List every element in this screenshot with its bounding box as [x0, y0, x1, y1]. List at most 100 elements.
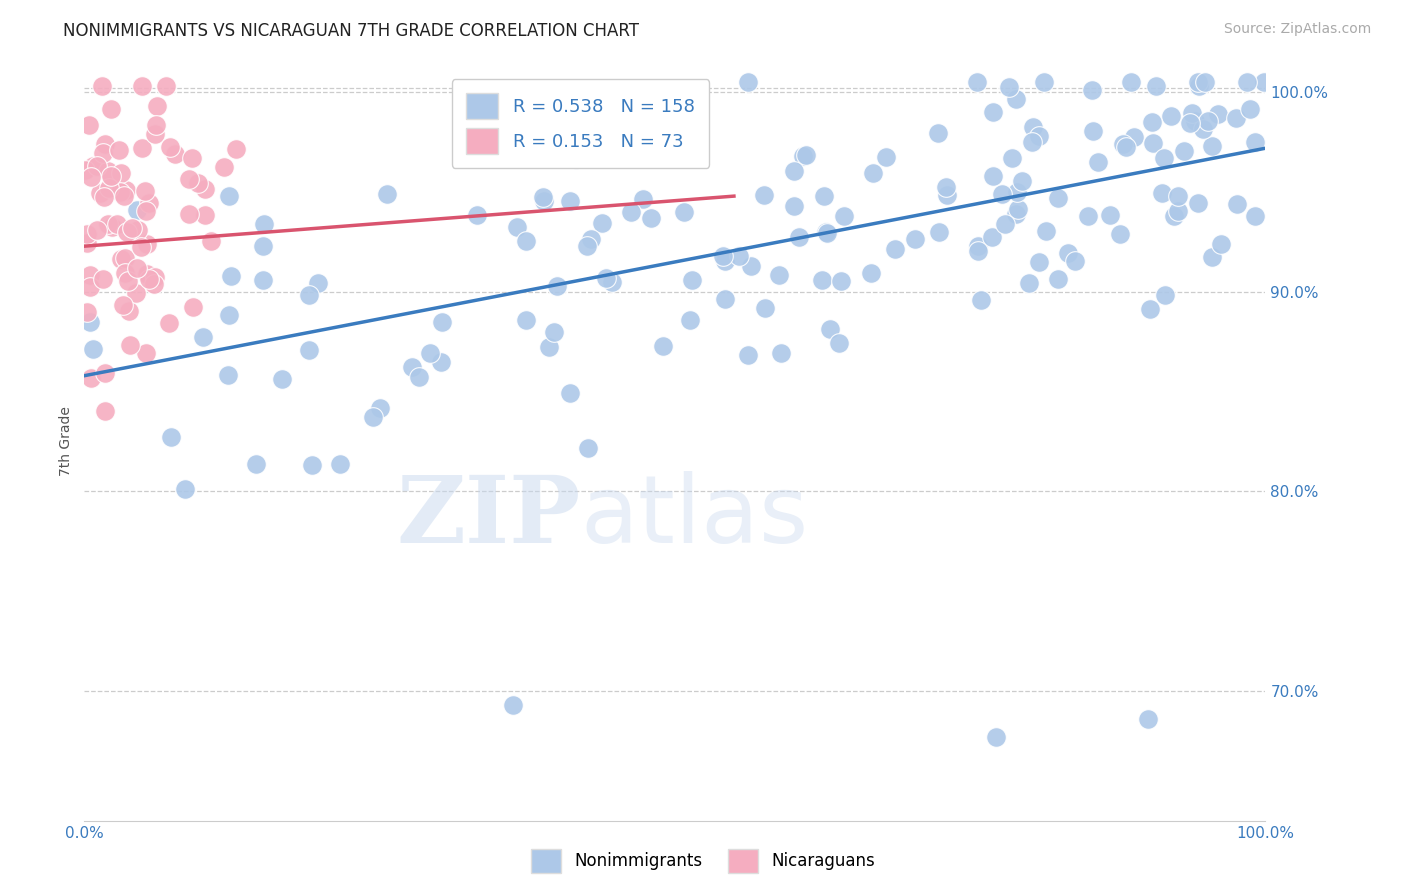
Point — [79, 280, 101, 294]
Point — [180, 151, 202, 165]
Point — [112, 189, 135, 203]
Point — [1011, 174, 1033, 188]
Point — [143, 269, 166, 284]
Point — [1188, 78, 1211, 93]
Point — [179, 172, 201, 186]
Point — [1007, 202, 1029, 216]
Point — [135, 204, 157, 219]
Point — [794, 148, 817, 162]
Text: NONIMMIGRANTS VS NICARAGUAN 7TH GRADE CORRELATION CHART: NONIMMIGRANTS VS NICARAGUAN 7TH GRADE CO… — [63, 22, 640, 40]
Point — [1163, 209, 1185, 223]
Point — [118, 304, 141, 318]
Point — [97, 217, 120, 231]
Point — [1115, 140, 1137, 154]
Y-axis label: 7th Grade: 7th Grade — [59, 407, 73, 476]
Point — [187, 176, 209, 190]
Point — [100, 169, 122, 183]
Point — [94, 403, 117, 417]
Point — [531, 190, 554, 204]
Point — [219, 269, 242, 284]
Point — [1081, 83, 1104, 97]
Point — [375, 186, 398, 201]
Point — [145, 128, 167, 142]
Point — [1005, 185, 1028, 199]
Point — [100, 102, 122, 116]
Point — [640, 211, 662, 225]
Point — [537, 340, 560, 354]
Point — [515, 234, 537, 248]
Point — [1119, 75, 1142, 89]
Point — [157, 316, 180, 330]
Point — [1144, 79, 1167, 94]
Point — [681, 273, 703, 287]
Point — [1253, 75, 1275, 89]
Point — [1077, 209, 1099, 223]
Point — [1139, 301, 1161, 316]
Point — [862, 166, 884, 180]
Point — [86, 223, 108, 237]
Point — [820, 321, 842, 335]
Point — [79, 118, 101, 132]
Point — [1225, 197, 1247, 211]
Point — [131, 141, 153, 155]
Point — [1167, 189, 1189, 203]
Point — [1004, 207, 1026, 221]
Point — [114, 183, 136, 197]
Point — [1160, 109, 1182, 123]
Point — [1225, 111, 1247, 125]
Point — [79, 268, 101, 282]
Point — [430, 355, 453, 369]
Point — [1181, 105, 1204, 120]
Point — [181, 300, 204, 314]
Point — [1028, 255, 1050, 269]
Point — [815, 226, 838, 240]
Point — [75, 162, 97, 177]
Point — [783, 164, 806, 178]
Point — [1153, 151, 1175, 165]
Point — [560, 386, 582, 401]
Point — [737, 75, 759, 89]
Point — [252, 239, 274, 253]
Point — [984, 730, 1007, 744]
Point — [91, 272, 114, 286]
Point — [970, 293, 993, 307]
Point — [245, 457, 267, 471]
Point — [1136, 712, 1159, 726]
Point — [118, 338, 141, 352]
Point — [1184, 114, 1206, 128]
Point — [502, 698, 524, 712]
Point — [467, 208, 489, 222]
Point — [1154, 288, 1177, 302]
Point — [115, 225, 138, 239]
Point — [361, 409, 384, 424]
Point — [134, 184, 156, 198]
Point — [252, 273, 274, 287]
Point — [543, 325, 565, 339]
Point — [1236, 75, 1258, 89]
Point — [860, 266, 883, 280]
Point — [138, 271, 160, 285]
Point — [904, 232, 927, 246]
Point — [125, 285, 148, 300]
Point — [782, 198, 804, 212]
Point — [136, 237, 159, 252]
Point — [595, 270, 617, 285]
Point — [298, 288, 321, 302]
Point — [127, 223, 149, 237]
Point — [1194, 75, 1216, 89]
Point — [754, 301, 776, 316]
Point — [127, 202, 149, 217]
Point — [1243, 209, 1265, 223]
Point — [129, 239, 152, 253]
Point — [138, 196, 160, 211]
Point — [94, 136, 117, 151]
Point — [1142, 136, 1164, 151]
Point — [271, 372, 294, 386]
Point — [711, 249, 734, 263]
Point — [105, 217, 128, 231]
Point — [1140, 114, 1163, 128]
Point — [194, 208, 217, 222]
Point — [994, 217, 1017, 231]
Point — [981, 105, 1004, 120]
Point — [1001, 151, 1024, 165]
